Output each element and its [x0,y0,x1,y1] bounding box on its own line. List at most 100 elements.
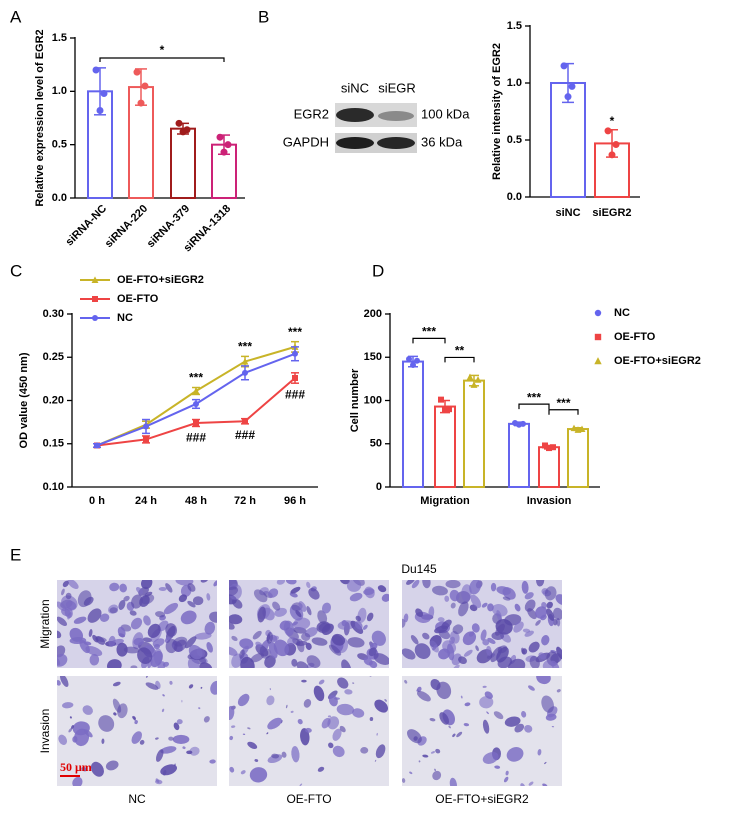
marker [241,357,249,365]
x-tick-label: siRNA-220 [103,203,150,250]
size-label: 36 kDa [421,134,463,149]
data-point [216,133,224,141]
cell [502,596,511,601]
cell [463,723,470,727]
cell [73,616,87,624]
cell [339,580,350,585]
bar [463,379,485,489]
cell [276,580,286,585]
cell [290,586,301,594]
x-tick-label: 48 h [185,495,207,507]
y-axis-label: Relative intensity of EGR2 [491,43,503,180]
cell [303,698,312,708]
cell [328,694,338,707]
cell [354,621,363,630]
legend-label: OE-FTO [117,293,159,305]
cell [299,783,303,786]
cell [186,750,193,755]
cell [469,580,482,595]
cell [266,631,273,644]
cell [116,642,128,657]
cell [255,644,269,657]
marker [438,396,444,403]
cell [72,776,83,786]
cell [306,581,311,589]
cell [291,746,300,763]
cell [160,764,178,776]
cell [188,644,203,660]
cell [231,635,238,642]
panel-letter: E [10,545,21,564]
cell [147,623,161,638]
cell [327,715,332,718]
marker [594,309,602,317]
cell [337,677,349,689]
cell [513,621,524,633]
cell [250,652,265,663]
marker [143,436,149,443]
x-tick-label: 24 h [135,495,157,507]
cell [328,644,342,656]
cell [429,717,436,722]
cell [296,661,309,668]
cell [448,725,451,729]
cell [381,593,389,602]
cell [352,682,355,684]
cell [552,618,558,626]
micrograph [229,580,389,668]
legend-label: NC [117,312,133,324]
cell [484,691,493,699]
cell [506,747,524,762]
cell [541,635,550,646]
cell [273,639,289,657]
cell [545,713,557,721]
blot-band [336,108,374,122]
cell [537,748,542,756]
cell [155,749,164,762]
cell [130,617,143,630]
cell [458,601,469,617]
significance-bracket [444,356,475,363]
cell [521,580,529,594]
cell [540,614,547,621]
marker [594,333,602,341]
cell [266,732,269,735]
cell [449,636,456,645]
y-tick-label: 100 [364,394,382,406]
cell [450,602,456,609]
cell [541,601,547,609]
cell [188,684,194,689]
cell [435,748,441,754]
cell [289,592,298,598]
y-tick-label: 0.5 [52,139,67,151]
cell [449,777,457,786]
cell [150,650,163,668]
cell [297,718,303,725]
cell [331,633,346,646]
panel-letter: C [10,261,22,280]
cell [117,703,128,719]
cell [520,783,525,786]
row-label: Invasion [38,709,52,754]
cell [290,710,294,713]
cell [203,716,210,723]
cell [58,734,68,745]
marker [542,442,548,449]
cell [293,617,311,630]
cell [553,607,562,621]
cell [184,636,197,649]
cell [168,736,174,741]
cell [189,746,200,756]
cell [339,725,346,733]
cell [131,594,143,609]
cell [422,754,429,758]
row-label: Migration [38,599,52,648]
cell [89,654,100,666]
y-tick-label: 1.5 [52,32,67,44]
cell [88,629,93,638]
cell [371,630,386,646]
marker [242,418,248,425]
cell [162,694,165,697]
cell [200,686,203,689]
